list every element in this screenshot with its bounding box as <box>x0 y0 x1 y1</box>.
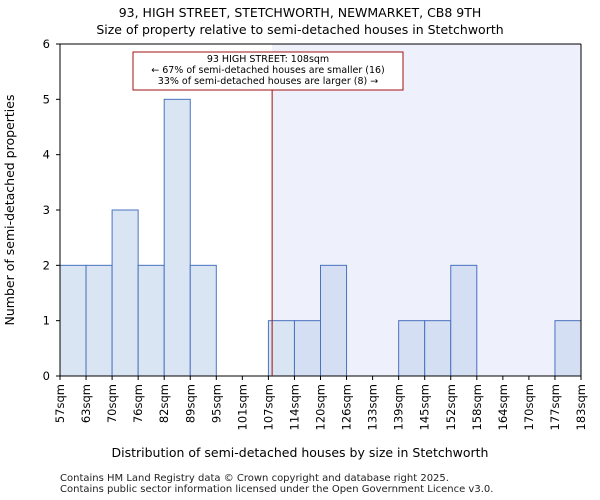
annotation-line-1: 93 HIGH STREET: 108sqm <box>207 54 329 65</box>
y-tick-label: 6 <box>43 37 50 51</box>
bar-82sqm <box>163 98 191 377</box>
x-tick-label: 57sqm <box>53 384 67 423</box>
bar-152sqm <box>450 264 478 377</box>
bar-145sqm <box>424 320 452 377</box>
annotation-box <box>132 51 404 91</box>
bar-120sqm <box>320 264 348 377</box>
x-tick-label: 170sqm <box>522 384 536 430</box>
bar-89sqm <box>189 264 217 377</box>
y-tick-label: 2 <box>43 258 50 272</box>
footer-line-1: Contains HM Land Registry data © Crown c… <box>60 473 449 484</box>
y-tick-label: 0 <box>43 369 50 383</box>
x-tick-label: 177sqm <box>548 384 562 430</box>
y-axis-label: Number of semi-detached properties <box>2 95 17 326</box>
x-tick-label: 139sqm <box>392 384 406 430</box>
bar-57sqm <box>59 264 87 377</box>
x-tick-label: 152sqm <box>444 384 458 430</box>
bar-114sqm <box>293 320 322 377</box>
x-tick-label: 76sqm <box>131 384 145 423</box>
x-tick-label: 107sqm <box>261 384 275 430</box>
x-tick-label: 82sqm <box>157 384 171 423</box>
x-tick-label: 95sqm <box>209 384 223 423</box>
chart-subtitle: Size of property relative to semi-detach… <box>96 22 503 37</box>
bar-76sqm <box>137 264 165 377</box>
y-tick-label: 3 <box>43 203 50 217</box>
annotation-line-3: 33% of semi-detached houses are larger (… <box>158 76 378 87</box>
x-tick-label: 89sqm <box>183 384 197 423</box>
x-tick-label: 145sqm <box>418 384 432 430</box>
annotation-line-2: ← 67% of semi-detached houses are smalle… <box>151 65 385 76</box>
x-axis-label: Distribution of semi-detached houses by … <box>112 445 489 460</box>
x-tick-label: 164sqm <box>496 384 510 430</box>
x-tick-label: 120sqm <box>314 384 328 430</box>
y-tick-label: 1 <box>43 314 50 328</box>
x-tick-label: 133sqm <box>366 384 380 430</box>
x-tick-label: 183sqm <box>574 384 588 430</box>
bar-70sqm <box>111 209 139 377</box>
x-tick-label: 70sqm <box>105 384 119 423</box>
bar-139sqm <box>398 320 426 377</box>
footer-line-2: Contains public sector information licen… <box>60 484 494 495</box>
x-ticks: 57sqm 63sqm 70sqm 76sqm 82sqm 89sqm 95sqm 101sq… <box>53 376 588 430</box>
x-tick-label: 126sqm <box>340 384 354 430</box>
x-tick-label: 114sqm <box>287 384 301 430</box>
x-tick-label: 158sqm <box>470 384 484 430</box>
bars <box>59 98 582 377</box>
chart-title: 93, HIGH STREET, STETCHWORTH, NEWMARKET,… <box>119 5 482 20</box>
y-tick-label: 4 <box>43 148 50 162</box>
x-tick-label: 63sqm <box>79 384 93 423</box>
y-tick-label: 5 <box>43 92 50 106</box>
y-ticks: 0 1 2 3 4 5 6 <box>43 37 60 383</box>
bar-177sqm <box>554 320 582 377</box>
x-tick-label: 101sqm <box>235 384 249 430</box>
bar-63sqm <box>85 264 113 377</box>
